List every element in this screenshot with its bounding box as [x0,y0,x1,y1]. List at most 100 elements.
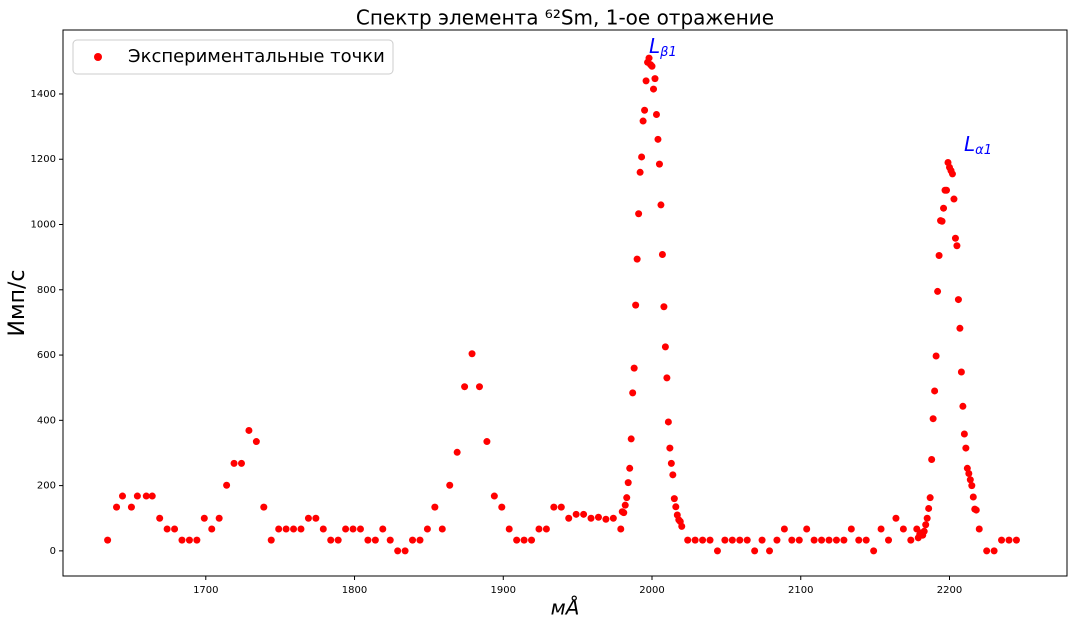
x-tick-label: 1700 [193,585,218,596]
point [356,525,364,533]
y-axis-label: Имп/с [5,270,30,337]
point [342,525,350,533]
point [934,287,942,295]
point [587,514,595,522]
point [133,492,141,500]
point [185,536,193,544]
point [907,536,915,544]
point [669,471,677,479]
point [267,536,275,544]
point [632,301,640,309]
point [818,536,826,544]
point [953,242,961,250]
point [938,217,946,225]
annotation-text: L [649,34,660,58]
point [327,536,335,544]
point [957,368,965,376]
point [528,536,536,544]
point [163,525,171,533]
point [237,459,245,467]
point [928,455,936,463]
point [557,503,565,511]
point [626,464,634,472]
point [832,536,840,544]
point [998,536,1006,544]
point [498,503,506,511]
point [667,459,675,467]
point [840,536,848,544]
point [990,547,998,555]
point [148,492,156,500]
annotation: Lα1 [964,132,992,158]
point [542,525,550,533]
point [951,234,959,242]
point [113,503,121,511]
point [943,186,951,194]
point [171,525,179,533]
point [959,402,967,410]
x-tick-label: 2100 [788,585,813,596]
y-tick-label: 600 [37,350,56,361]
point [803,525,811,533]
y-tick-label: 800 [37,285,56,296]
point [453,448,461,456]
point [319,525,327,533]
point [520,536,528,544]
point [371,536,379,544]
point [633,255,641,263]
point [713,547,721,555]
point [661,343,669,351]
point [245,426,253,434]
point [118,492,126,500]
point [862,536,870,544]
point [127,503,135,511]
point [935,252,943,260]
point [972,506,980,514]
point [617,525,625,533]
point [431,503,439,511]
point [297,525,305,533]
point [621,501,629,509]
point [423,525,431,533]
x-tick-label: 2000 [639,585,664,596]
point [773,536,781,544]
point [975,525,983,533]
point [950,195,958,203]
point [920,527,928,535]
point [230,459,238,467]
point [923,514,931,522]
point [334,536,342,544]
point [638,153,646,161]
point [655,160,663,168]
point [379,525,387,533]
point [670,495,678,503]
point [660,303,668,311]
point [691,536,699,544]
point [736,536,744,544]
point [275,525,283,533]
point [156,514,164,522]
point [650,85,658,93]
x-axis-label: мÅ [551,596,580,620]
point [208,525,216,533]
point [966,476,974,484]
point [899,525,907,533]
point [922,521,930,529]
point [855,536,863,544]
point [104,536,112,544]
point [624,479,632,487]
point [349,525,357,533]
point [580,510,588,518]
point [766,547,774,555]
point [929,415,937,423]
point [847,525,855,533]
annotation-subscript: β1 [659,45,677,60]
point [252,438,260,446]
point [699,536,707,544]
point [788,536,796,544]
point [743,536,751,544]
point [664,418,672,426]
point [290,525,298,533]
